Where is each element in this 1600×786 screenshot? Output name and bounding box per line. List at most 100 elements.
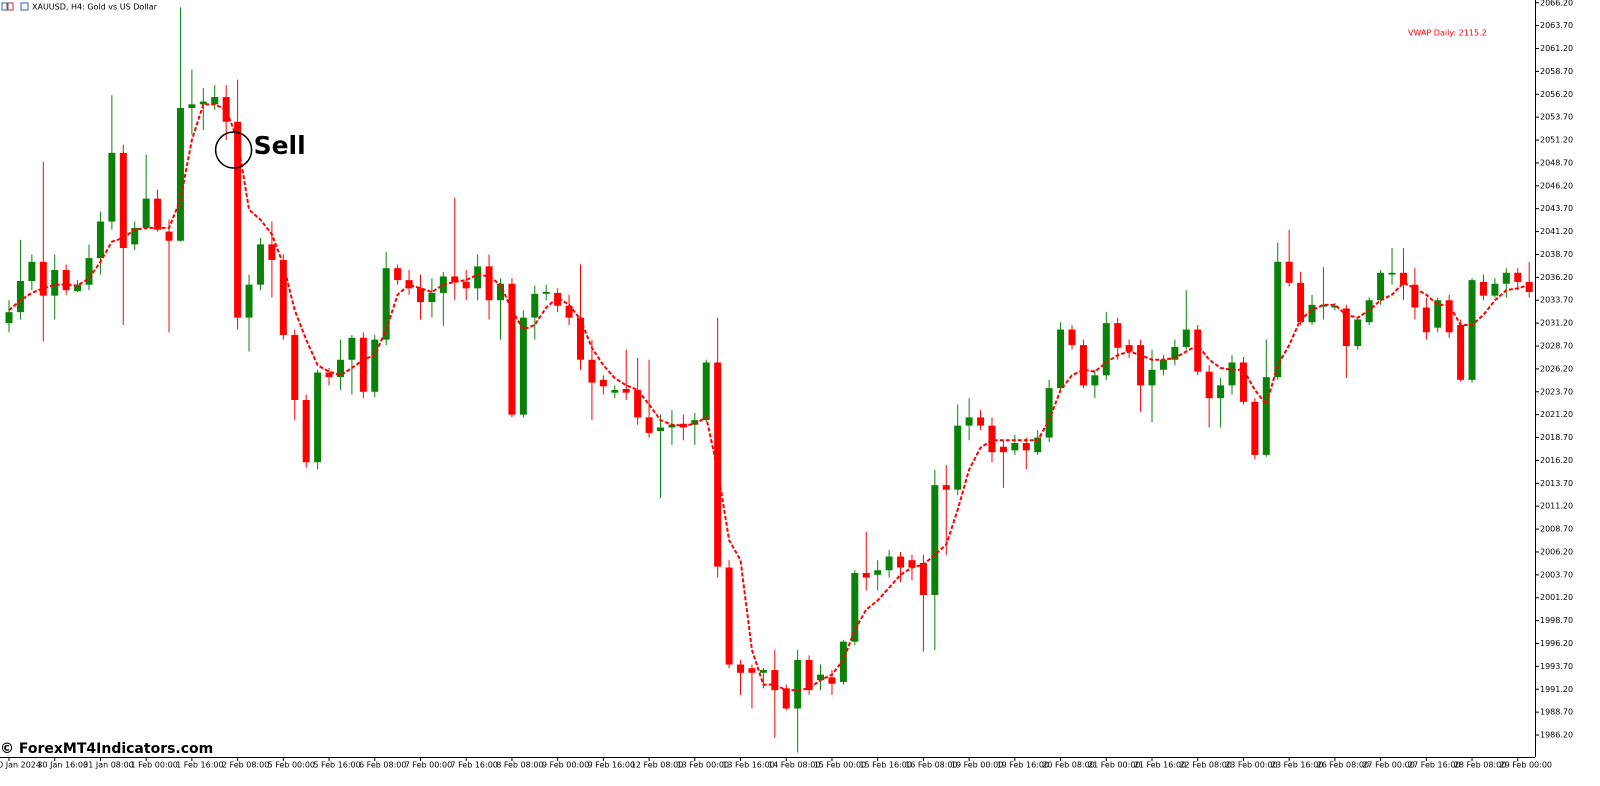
candle-body <box>965 417 973 426</box>
y-tick-label: 2051.20 <box>1540 136 1573 145</box>
x-tick-label: 31 Jan 08:00 <box>83 761 134 770</box>
candle-body <box>359 337 367 392</box>
candle-body <box>371 339 379 392</box>
y-tick-label: 2058.70 <box>1540 67 1573 76</box>
watermark: © ForexMT4Indicators.com <box>0 741 213 757</box>
y-tick-label: 2053.70 <box>1540 113 1573 122</box>
x-tick-label: 23 Feb 16:00 <box>1271 761 1323 770</box>
x-tick-label: 1 Feb 00:00 <box>130 761 177 770</box>
candle-body <box>496 283 504 301</box>
candle-body <box>737 664 745 673</box>
x-tick-label: 2 Feb 08:00 <box>222 761 269 770</box>
candle-body <box>245 284 253 318</box>
x-tick-label: 5 Feb 00:00 <box>268 761 315 770</box>
y-tick-label: 1986.20 <box>1540 731 1573 740</box>
candle-body <box>919 562 927 595</box>
y-tick-label: 2033.70 <box>1540 296 1573 305</box>
candle-body <box>394 268 402 281</box>
candle-body <box>1479 281 1487 296</box>
candle-body <box>794 659 802 709</box>
candle-body <box>314 372 322 463</box>
sell-label: Sell <box>254 131 306 160</box>
y-tick-label: 2023.70 <box>1540 387 1573 396</box>
candle-body <box>759 670 767 673</box>
candle-body <box>1079 345 1087 386</box>
candle-body <box>668 424 676 428</box>
candle-body <box>531 293 539 318</box>
candle-body <box>28 261 36 282</box>
candle-body <box>1011 443 1019 451</box>
candle-body <box>1502 272 1510 284</box>
candle-body <box>714 362 722 567</box>
candle-body <box>691 420 699 425</box>
y-tick-label: 1991.20 <box>1540 685 1573 694</box>
candle-body <box>611 389 619 393</box>
y-tick-label: 2021.20 <box>1540 410 1573 419</box>
y-tick-label: 1996.20 <box>1540 639 1573 648</box>
candle-body <box>451 276 459 282</box>
candle-body <box>954 425 962 490</box>
x-tick-label: 5 Feb 16:00 <box>313 761 360 770</box>
y-tick-label: 1998.70 <box>1540 616 1573 625</box>
y-tick-label: 2046.20 <box>1540 181 1573 190</box>
candle-body <box>839 641 847 682</box>
x-tick-label: 6 Feb 08:00 <box>359 761 406 770</box>
candle-body <box>1068 329 1076 346</box>
candle-body <box>1525 281 1533 292</box>
candle-body <box>1514 272 1522 282</box>
candle-body <box>16 281 24 313</box>
y-tick-label: 1993.70 <box>1540 662 1573 671</box>
candle-body <box>234 121 242 318</box>
candle-body <box>1102 323 1110 376</box>
x-tick-label: 16 Feb 08:00 <box>905 761 957 770</box>
y-tick-label: 2026.20 <box>1540 364 1573 373</box>
y-tick-label: 2016.20 <box>1540 456 1573 465</box>
candle-body <box>782 688 790 709</box>
vwap-line <box>8 103 1530 692</box>
y-tick-label: 2048.70 <box>1540 158 1573 167</box>
candle-body <box>1194 329 1202 372</box>
candle-body <box>1228 362 1236 386</box>
candle-body <box>1342 308 1350 347</box>
x-tick-label: 21 Feb 00:00 <box>1088 761 1140 770</box>
candle-body <box>999 446 1007 453</box>
x-tick-label: 9 Feb 00:00 <box>542 761 589 770</box>
candle-body <box>1377 272 1385 301</box>
y-tick-label: 2006.20 <box>1540 547 1573 556</box>
candle-body <box>931 485 939 595</box>
candle-body <box>519 317 527 415</box>
candle-body <box>1091 375 1099 386</box>
candle-body <box>1057 329 1065 389</box>
y-tick-label: 2008.70 <box>1540 525 1573 534</box>
candle-body <box>268 244 276 260</box>
y-tick-label: 2038.70 <box>1540 250 1573 259</box>
candle-body <box>908 560 916 568</box>
candle-body <box>771 670 779 691</box>
candle-body <box>805 659 813 691</box>
candle-body <box>1205 371 1213 399</box>
candle-body <box>131 227 139 245</box>
x-tick-label: 15 Feb 16:00 <box>859 761 911 770</box>
candle-body <box>1457 324 1465 380</box>
candle-body <box>1262 377 1270 455</box>
candle-body <box>1034 437 1042 453</box>
y-tick-label: 2003.70 <box>1540 570 1573 579</box>
candle-body <box>622 389 630 393</box>
candle-body <box>988 425 996 453</box>
candle-body <box>256 244 264 285</box>
candle-body <box>336 359 344 378</box>
candle-body <box>1274 261 1282 378</box>
candle-body <box>1319 304 1327 307</box>
x-tick-label: 23 Feb 00:00 <box>1225 761 1277 770</box>
x-tick-label: 28 Feb 08:00 <box>1454 761 1506 770</box>
y-tick-label: 2063.70 <box>1540 21 1573 30</box>
candle-body <box>142 198 150 228</box>
x-tick-label: 13 Feb 00:00 <box>677 761 729 770</box>
candle-body <box>1297 282 1305 323</box>
candle-body <box>1354 319 1362 347</box>
candle-body <box>474 266 482 289</box>
x-tick-label: 27 Feb 00:00 <box>1362 761 1414 770</box>
sell-marker <box>214 131 253 169</box>
